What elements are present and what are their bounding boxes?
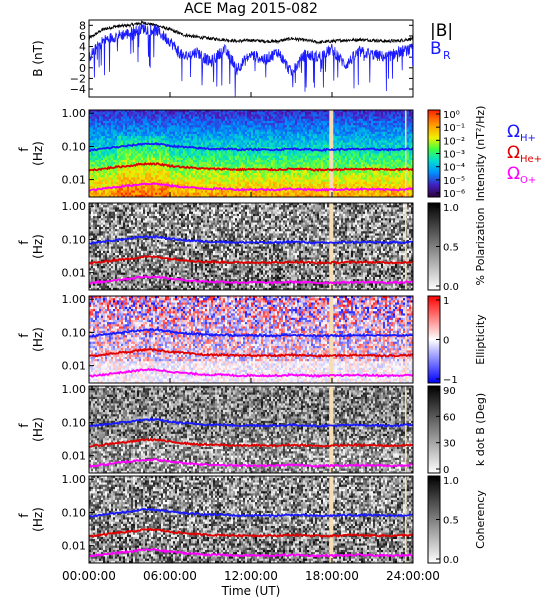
b-ytick-label: −4 (70, 83, 86, 96)
legend-btotal: |B| (430, 21, 453, 41)
legend-br-subscript: R (443, 49, 451, 62)
legend-br: B (430, 39, 442, 59)
intensity-panel: 1.000.100.01f (Hz)10⁰10⁻¹10⁻²10⁻³10⁻⁴10⁻⁵… (17, 106, 542, 202)
b-ylabel: B (nT) (31, 40, 45, 76)
figure-title: ACE Mag 2015-082 (184, 1, 318, 17)
